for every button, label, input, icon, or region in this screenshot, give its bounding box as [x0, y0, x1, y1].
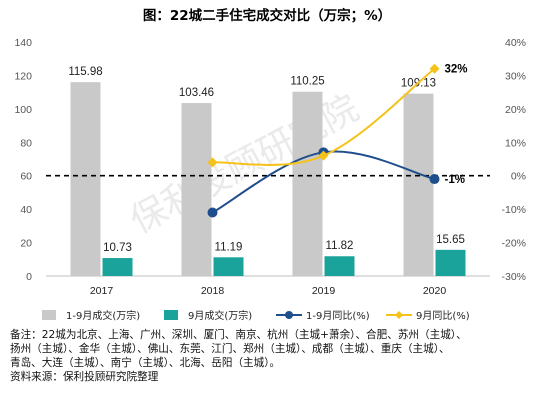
left-tick-label: 80	[20, 137, 32, 149]
sept-yoy-point	[318, 150, 329, 161]
notes-source: 资料来源：保利投顾研究院整理	[10, 371, 159, 383]
right-tick-label: 0%	[511, 171, 526, 183]
x-axis: 2017 2018 2019 2020	[90, 285, 447, 297]
left-tick-label: 20	[20, 238, 32, 250]
right-tick-label: -10%	[501, 204, 526, 216]
bar-ytd	[403, 93, 434, 276]
bar-value-label: 103.46	[179, 87, 214, 99]
left-tick-label: 100	[14, 104, 32, 116]
legend-swatch	[164, 310, 178, 320]
bar-ytd	[181, 103, 212, 276]
right-tick-label: -30%	[501, 271, 526, 283]
sept-yoy-point-label: 32%	[445, 64, 468, 76]
legend-label: 1-9月同比(%)	[306, 310, 370, 322]
chart-title: 图：22城二手住宅成交对比（万宗；%）	[143, 7, 391, 24]
x-tick-label: 2017	[90, 285, 114, 297]
notes-line-2: 扬州（主城）、金华（主城）、佛山、东莞、江门、郑州（主城）、成都（主城）、重庆（…	[10, 343, 450, 355]
ytd-yoy-point-label: -1%	[445, 174, 465, 186]
bar-value-label: 11.19	[215, 241, 243, 253]
bar-ytd	[70, 82, 101, 277]
bar-sept	[102, 258, 133, 276]
chart: 图：22城二手住宅成交对比（万宗；%） 保利投顾研究院 020406080100…	[14, 7, 526, 322]
x-tick-label: 2018	[201, 285, 225, 297]
bar-value-label: 10.73	[103, 242, 132, 254]
left-tick-label: 60	[20, 171, 32, 183]
bar-sept	[213, 257, 244, 276]
right-tick-label: -20%	[501, 238, 526, 250]
ytd-yoy-point	[207, 207, 218, 218]
sept-yoy-point	[429, 63, 440, 74]
bar-value-label: 15.65	[436, 234, 465, 246]
bar-sept	[435, 249, 466, 276]
legend-swatch-marker	[395, 311, 403, 319]
ytd-yoy-point	[429, 174, 440, 185]
left-tick-label: 120	[14, 70, 32, 82]
bar-ytd	[292, 91, 323, 276]
legend-label: 1-9月成交(万宗)	[66, 309, 140, 322]
sept-yoy-point	[207, 157, 218, 168]
left-tick-label: 140	[14, 37, 32, 49]
legend-label: 9月成交(万宗)	[188, 309, 252, 322]
left-axis: 0 20 40 60 80 100 120 140	[14, 37, 32, 283]
right-tick-label: 30%	[505, 70, 526, 82]
line-series: -1% 32%	[207, 63, 468, 218]
notes: 备注：22城为北京、上海、广州、深圳、厦门、南京、杭州（主城+萧余）、合肥、苏州…	[10, 328, 528, 384]
bar-value-label: 110.25	[290, 76, 324, 88]
legend: 1-9月成交(万宗) 9月成交(万宗) 1-9月同比(%) 9月同比(%)	[42, 309, 470, 322]
left-tick-label: 0	[26, 271, 32, 283]
legend-swatch-marker	[285, 311, 293, 319]
x-tick-label: 2020	[423, 285, 447, 297]
right-tick-label: 20%	[505, 104, 526, 116]
notes-line-1: 备注：22城为北京、上海、广州、深圳、厦门、南京、杭州（主城+萧余）、合肥、苏州…	[10, 329, 467, 341]
right-tick-label: 10%	[505, 137, 526, 149]
legend-swatch	[42, 310, 56, 320]
legend-label: 9月同比(%)	[416, 310, 470, 322]
bar-sept	[324, 256, 355, 276]
right-axis: -30% -20% -10% 0% 10% 20% 30% 40%	[501, 37, 526, 283]
bar-value-label: 11.82	[326, 240, 354, 252]
left-tick-label: 40	[20, 204, 32, 216]
notes-line-3: 青岛、大连（主城）、南宁（主城）、北海、岳阳（主城）。	[10, 357, 281, 369]
bar-value-label: 115.98	[68, 66, 102, 78]
right-tick-label: 40%	[505, 37, 526, 49]
x-tick-label: 2019	[312, 285, 336, 297]
